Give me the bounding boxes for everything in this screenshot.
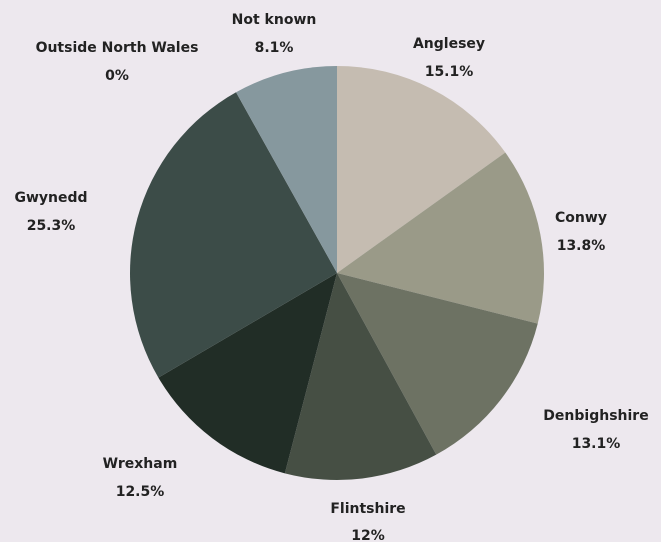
label-anglesey: Anglesey 15.1% <box>413 36 485 80</box>
label-gwynedd-name: Gwynedd <box>14 190 87 206</box>
slice-not-known <box>236 66 337 273</box>
slice-conwy <box>337 152 544 324</box>
label-outside-north-wales-name: Outside North Wales <box>36 40 199 56</box>
label-not-known-name: Not known <box>232 12 317 28</box>
label-gwynedd: Gwynedd 25.3% <box>14 190 87 234</box>
label-denbighshire-value: 13.1% <box>572 436 621 452</box>
label-outside-north-wales-value: 0% <box>105 68 129 84</box>
slice-wrexham <box>158 273 337 474</box>
label-wrexham-name: Wrexham <box>103 456 178 472</box>
slice-denbighshire <box>337 273 538 455</box>
label-flintshire-name: Flintshire <box>330 501 405 517</box>
label-conwy-value: 13.8% <box>557 238 606 254</box>
label-outside-north-wales: Outside North Wales 0% <box>36 40 199 84</box>
label-denbighshire: Denbighshire 13.1% <box>543 408 648 452</box>
pie-slices <box>130 66 544 480</box>
label-not-known: Not known 8.1% <box>232 12 317 56</box>
slice-anglesey <box>337 66 506 273</box>
label-conwy: Conwy 13.8% <box>555 210 607 254</box>
label-anglesey-name: Anglesey <box>413 36 485 52</box>
label-wrexham: Wrexham 12.5% <box>103 456 178 500</box>
label-flintshire: Flintshire 12% <box>330 501 405 542</box>
slice-flintshire <box>284 273 437 480</box>
label-wrexham-value: 12.5% <box>116 484 165 500</box>
label-flintshire-value: 12% <box>351 528 385 542</box>
slice-gwynedd <box>130 92 337 378</box>
label-conwy-name: Conwy <box>555 210 607 226</box>
label-denbighshire-name: Denbighshire <box>543 408 648 424</box>
label-anglesey-value: 15.1% <box>425 64 474 80</box>
label-not-known-value: 8.1% <box>255 40 294 56</box>
label-gwynedd-value: 25.3% <box>27 218 76 234</box>
